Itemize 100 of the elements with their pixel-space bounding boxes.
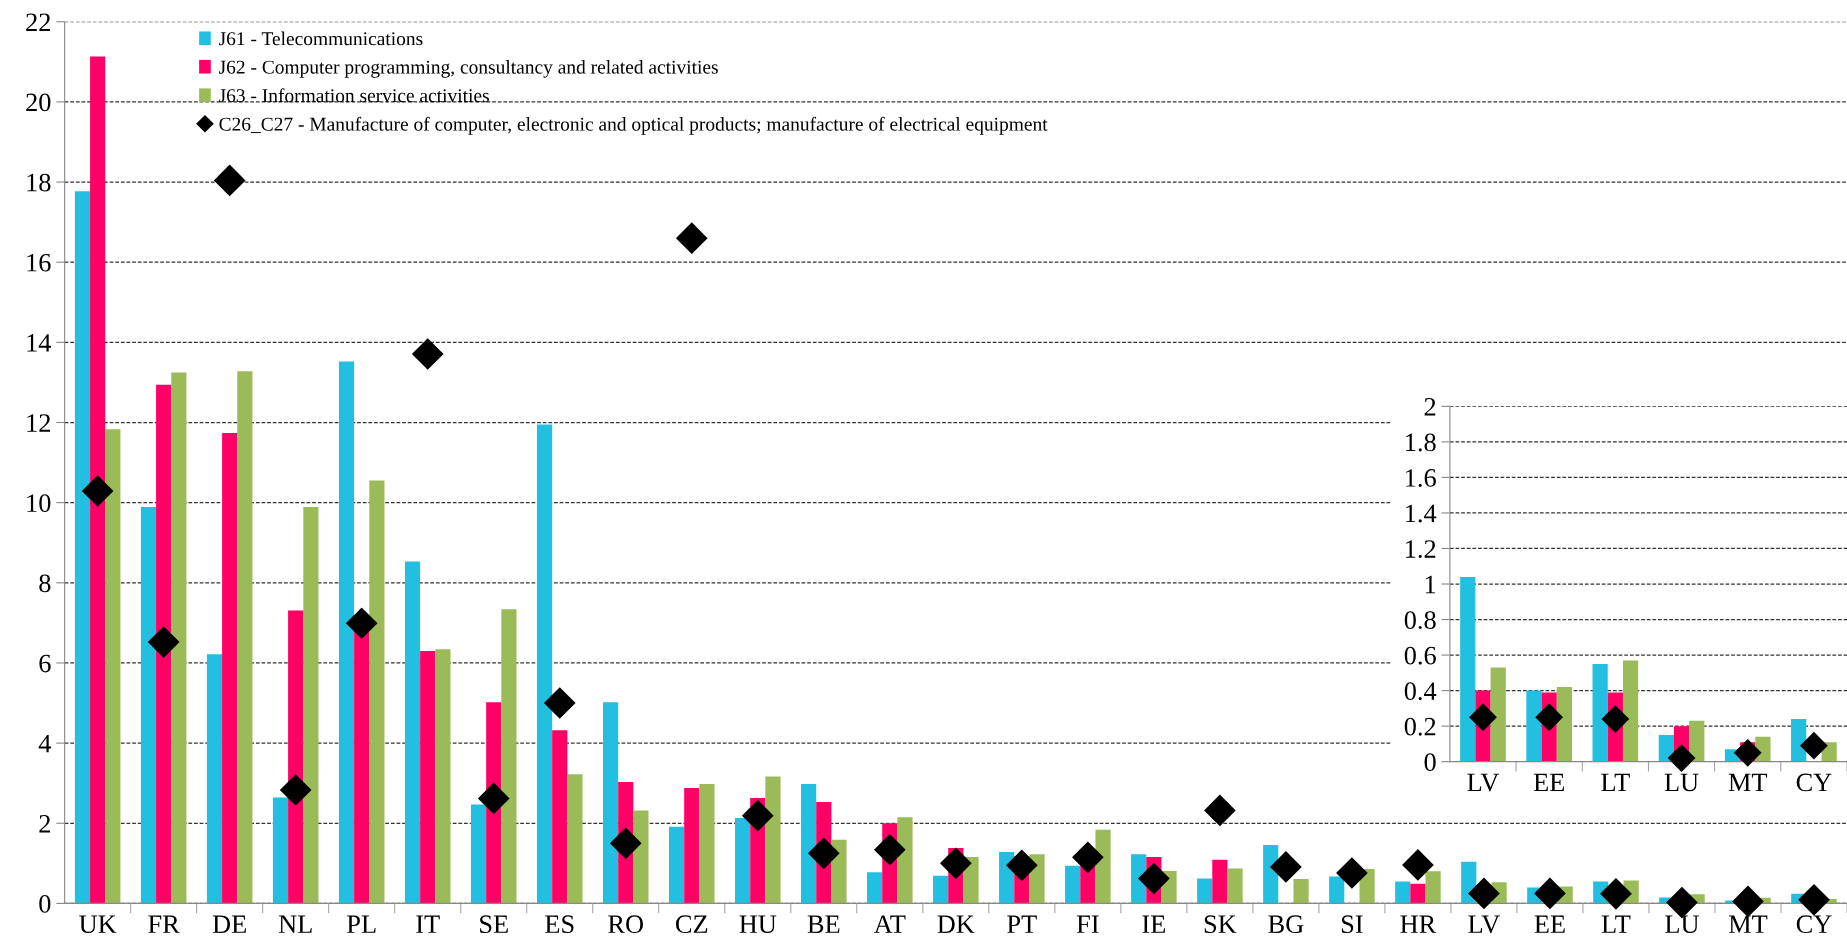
point — [1601, 705, 1630, 733]
y-tick-label: 0.4 — [1404, 682, 1437, 701]
x-tick-label: AT — [873, 915, 906, 933]
x-tick-label: BE — [807, 915, 840, 933]
point — [1535, 703, 1564, 732]
point — [1270, 851, 1302, 883]
bar — [1556, 687, 1572, 762]
bar — [1410, 883, 1426, 904]
x-tick-label: LV — [1467, 773, 1500, 792]
bar — [1227, 868, 1243, 904]
y-tick-label: 10 — [27, 494, 51, 513]
bar — [222, 432, 238, 904]
x-tick-label: EE — [1533, 773, 1564, 792]
y-tick-label: 0.6 — [1404, 646, 1436, 665]
bar — [933, 875, 949, 904]
bar — [602, 702, 619, 904]
y-tick-label: 1.2 — [1406, 540, 1436, 559]
bar — [272, 797, 289, 904]
bar — [369, 480, 385, 904]
bar — [74, 191, 91, 904]
point — [543, 687, 576, 719]
bar — [1131, 854, 1147, 904]
bar — [501, 609, 517, 904]
x-tick-label: FR — [148, 915, 180, 933]
bar — [1689, 720, 1705, 762]
bar — [90, 56, 106, 904]
point — [741, 799, 774, 832]
x-tick-label: EE — [1534, 915, 1565, 933]
bar — [567, 774, 583, 904]
bar — [1329, 876, 1345, 904]
x-tick-label: MT — [1728, 915, 1768, 933]
y-tick-label: 22 — [26, 13, 50, 31]
point — [1798, 883, 1830, 916]
x-tick-label: FI — [1076, 915, 1099, 933]
bar — [237, 371, 253, 904]
y-tick-label: 0.8 — [1404, 611, 1436, 630]
y-tick-label: 2 — [39, 814, 50, 833]
point — [213, 164, 246, 197]
point — [1336, 857, 1368, 889]
legend-label: J61 - Telecommunications — [218, 31, 423, 46]
bar — [303, 507, 319, 904]
bar — [404, 561, 421, 904]
bar — [1293, 878, 1309, 904]
point — [1667, 744, 1696, 773]
y-tick-label: 1.4 — [1406, 504, 1437, 523]
bar — [1490, 667, 1506, 762]
x-tick-label: CY — [1796, 773, 1832, 792]
x-tick-label: SE — [480, 915, 508, 934]
bar — [633, 810, 649, 904]
y-tick-label: 20 — [26, 93, 51, 112]
bar — [171, 372, 187, 904]
point — [279, 774, 312, 806]
bar — [831, 839, 847, 904]
y-tick-label: 12 — [27, 414, 50, 432]
bar — [735, 818, 751, 904]
bar — [1065, 865, 1081, 904]
bar — [765, 776, 781, 904]
x-tick-label: CZ — [675, 915, 708, 934]
point — [147, 626, 180, 658]
y-tick-label: 0.2 — [1404, 717, 1436, 736]
bar — [669, 826, 685, 904]
x-tick-label: RO — [608, 915, 643, 934]
bar — [1197, 878, 1213, 904]
bar — [1526, 690, 1542, 762]
point — [609, 827, 642, 860]
x-tick-label: SI — [1341, 915, 1363, 934]
bar — [1263, 844, 1279, 904]
point — [81, 475, 114, 507]
point — [1204, 794, 1236, 827]
x-tick-label: HU — [739, 915, 777, 934]
point — [675, 222, 708, 254]
y-tick-label: 14 — [27, 334, 52, 352]
point — [1600, 877, 1632, 910]
point — [345, 607, 378, 640]
bar — [684, 788, 700, 904]
bar — [105, 429, 121, 904]
bar — [1622, 660, 1639, 762]
x-tick-label: CY — [1796, 915, 1832, 934]
bar — [288, 610, 304, 904]
bar — [897, 817, 913, 904]
y-tick-label: 2 — [1424, 398, 1436, 416]
x-tick-label: UK — [79, 915, 117, 934]
bar — [470, 804, 487, 904]
bar — [156, 384, 172, 904]
x-tick-label: DK — [937, 915, 975, 933]
bar — [1791, 719, 1807, 762]
x-tick-label: SK — [1204, 915, 1237, 934]
y-tick-label: 1.6 — [1406, 469, 1436, 487]
bar — [1095, 829, 1111, 904]
y-tick-label: 0 — [39, 895, 51, 913]
point — [1006, 849, 1038, 882]
y-tick-label: 18 — [27, 173, 51, 192]
point — [807, 837, 840, 870]
bar — [801, 783, 817, 904]
bar — [206, 654, 223, 904]
x-tick-label: PL — [347, 915, 376, 933]
x-tick-label: LU — [1665, 915, 1699, 934]
point — [477, 782, 510, 815]
y-tick-label: 1 — [1425, 575, 1436, 594]
point — [1800, 731, 1828, 760]
